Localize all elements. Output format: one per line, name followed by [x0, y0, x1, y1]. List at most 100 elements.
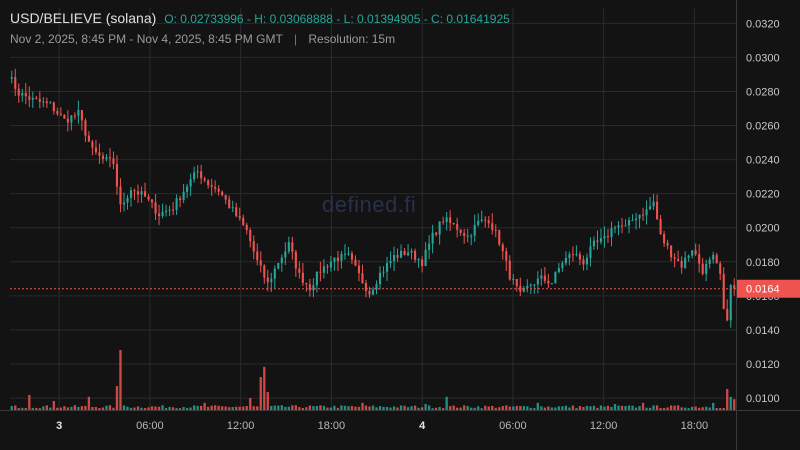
candle-body	[540, 275, 543, 279]
volume-bar	[536, 402, 539, 410]
candle-body	[617, 225, 620, 228]
volume-bar	[192, 405, 196, 410]
candle-body	[498, 230, 501, 245]
candle-body	[143, 191, 147, 197]
volume-bar	[273, 405, 276, 410]
volume-bar	[157, 406, 161, 410]
candle-body	[543, 275, 546, 281]
candle-body	[126, 197, 129, 203]
volume-bar	[52, 401, 55, 410]
date-range: Nov 2, 2025, 8:45 PM - Nov 4, 2025, 8:45…	[10, 32, 283, 46]
y-tick-label: 0.0140	[746, 325, 780, 337]
volume-bar	[319, 405, 322, 410]
volume-bar	[673, 405, 676, 410]
volume-bar	[126, 406, 129, 410]
candle-body	[378, 272, 382, 285]
volume-bar	[606, 405, 610, 410]
candle-body	[698, 254, 701, 264]
volume-bar	[705, 406, 708, 410]
candle-body	[477, 220, 480, 225]
candle-body	[631, 219, 634, 221]
candle-body	[627, 219, 631, 226]
candle-body	[150, 199, 154, 203]
volume-bar	[24, 407, 27, 410]
candle-body	[203, 178, 206, 181]
candle-body	[28, 96, 31, 100]
x-tick-label: 12:00	[227, 420, 255, 432]
candle-body	[14, 77, 17, 89]
chart-legend: USD/BELIEVE (solana) O: 0.02733996 - H: …	[10, 10, 510, 46]
candle-body	[487, 220, 490, 224]
volume-bar	[217, 405, 220, 410]
candle-body	[122, 202, 126, 205]
volume-bar	[441, 408, 445, 410]
last-price-tag	[737, 279, 800, 298]
candle-body	[10, 77, 13, 79]
volume-bar	[203, 402, 206, 410]
volume-bar	[392, 406, 396, 410]
candle-body	[606, 236, 610, 238]
x-tick-label: 12:00	[590, 420, 618, 432]
candle-body	[45, 101, 48, 103]
volume-bar	[354, 406, 357, 410]
candle-body	[613, 227, 617, 229]
candle-body	[670, 245, 673, 258]
volume-bar	[589, 406, 592, 410]
volume-bar	[634, 407, 638, 410]
volume-bar	[638, 406, 641, 410]
x-tick-label: 06:00	[499, 420, 527, 432]
volume-bar	[277, 405, 280, 410]
volume-bar	[252, 406, 255, 410]
y-tick-label: 0.0240	[746, 155, 780, 167]
candle-body	[350, 253, 354, 260]
candle-body	[677, 258, 680, 261]
volume-bar	[266, 392, 269, 410]
volume-bar	[112, 407, 115, 410]
candle-body	[291, 242, 294, 252]
volume-bar	[655, 405, 659, 410]
candle-body	[347, 253, 350, 255]
y-tick-label: 0.0260	[746, 121, 780, 133]
candle-body	[305, 283, 308, 285]
candle-body	[400, 250, 403, 258]
volume-bar	[343, 405, 347, 410]
volume-bar	[108, 405, 112, 410]
candle-body	[217, 188, 220, 192]
volume-bar	[410, 406, 413, 410]
candle-body	[410, 250, 413, 253]
volume-bar	[575, 408, 578, 410]
candle-body	[270, 278, 273, 283]
candle-body	[84, 120, 87, 136]
volume-bar	[371, 405, 375, 410]
volume-bar	[284, 406, 287, 410]
candle-body	[263, 265, 266, 278]
volume-bar	[396, 407, 399, 410]
volume-bar	[529, 407, 532, 410]
volume-bar	[42, 406, 45, 410]
candle-body	[172, 209, 175, 211]
resolution-label: Resolution: 15m	[308, 32, 396, 46]
candle-body	[364, 283, 368, 291]
candle-body	[550, 283, 553, 285]
candle-body	[207, 180, 210, 186]
volume-bar	[463, 405, 466, 410]
candle-body	[610, 228, 613, 238]
candle-body	[196, 171, 199, 173]
volume-bar	[382, 406, 385, 410]
volume-bar	[357, 406, 361, 410]
volume-bar	[280, 405, 283, 410]
candle-body	[585, 257, 588, 265]
candle-body	[449, 217, 452, 223]
candle-body	[277, 263, 280, 269]
candle-body	[589, 246, 592, 258]
candle-body	[642, 214, 645, 216]
volume-bar	[147, 407, 150, 410]
volume-bar	[224, 406, 227, 410]
x-tick-label: 18:00	[318, 420, 346, 432]
volume-bar	[140, 407, 143, 410]
candle-body	[133, 190, 136, 192]
volume-bar	[434, 407, 438, 410]
candle-body	[663, 234, 666, 244]
